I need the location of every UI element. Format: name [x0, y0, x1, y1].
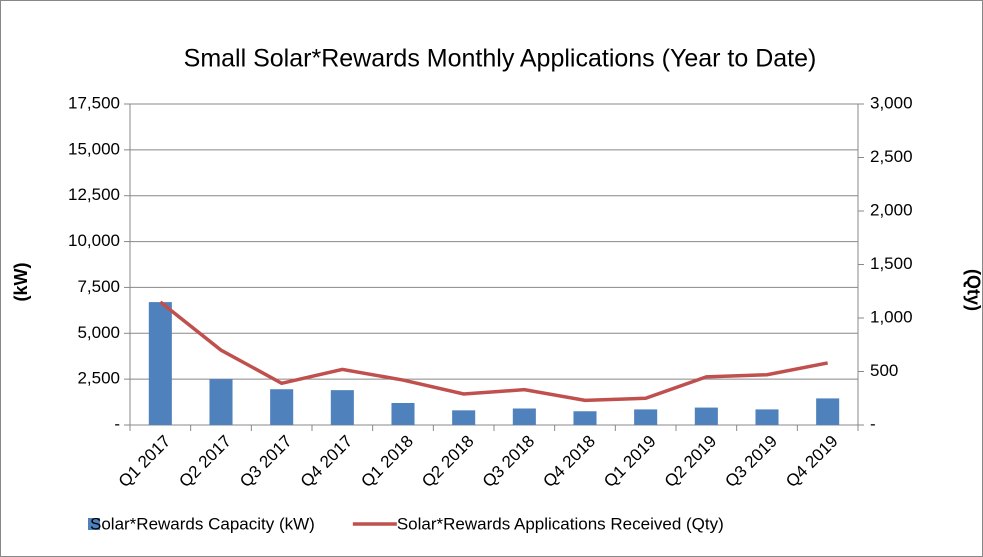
y-tick-label: 17,500 — [68, 93, 120, 112]
bar — [573, 411, 597, 425]
bar — [391, 402, 415, 425]
bar — [270, 389, 294, 425]
y2-tick-label: 1,500 — [870, 254, 913, 273]
bar — [209, 379, 233, 425]
y2-tick-label: 500 — [870, 361, 898, 380]
chart-title: Small Solar*Rewards Monthly Applications… — [184, 45, 817, 73]
y2-tick-label: 1,000 — [870, 307, 913, 326]
legend-swatch — [88, 518, 100, 530]
y2-tick-label: 2,500 — [870, 147, 913, 166]
legend-label: Solar*Rewards Applications Received (Qty… — [397, 514, 724, 533]
bar — [816, 398, 840, 425]
y-tick-label: 12,500 — [68, 185, 120, 204]
y-tick-label: 5,000 — [77, 323, 120, 342]
bar — [694, 407, 718, 425]
line — [159, 300, 829, 403]
bar — [452, 410, 476, 425]
y2-tick-label: 2,000 — [870, 200, 913, 219]
y2-tick-label: - — [870, 414, 876, 433]
y-tick-label: 7,500 — [77, 277, 120, 296]
y-axis-label: (kW) — [11, 263, 31, 302]
bar — [634, 409, 658, 425]
bar — [755, 409, 779, 425]
bar — [512, 408, 536, 425]
y2-tick-label: 3,000 — [870, 93, 913, 112]
y-tick-label: 15,000 — [68, 139, 120, 158]
legend-label: Solar*Rewards Capacity (kW) — [90, 514, 315, 533]
y-tick-label: - — [114, 414, 120, 433]
y-tick-label: 2,500 — [77, 369, 120, 388]
bar — [148, 302, 172, 425]
y-tick-label: 10,000 — [68, 231, 120, 250]
bar — [330, 390, 354, 425]
y2-axis-label: (Qty) — [963, 269, 983, 311]
